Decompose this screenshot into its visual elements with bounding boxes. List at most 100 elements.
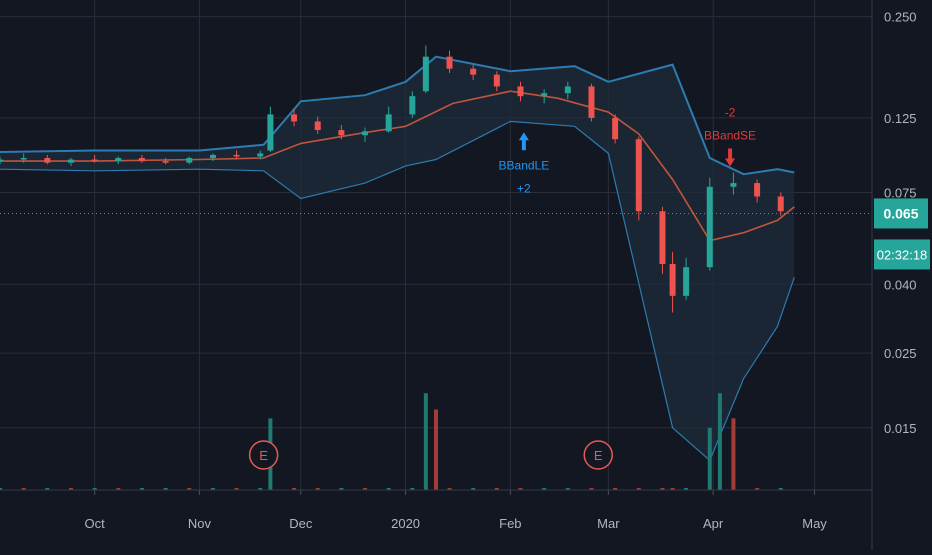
countdown-badge [874, 239, 930, 270]
volume-bar [92, 488, 97, 490]
last-price-label: 0.065 [883, 205, 918, 221]
sell-signal-name: BBandSE [704, 129, 756, 143]
volume-bar [315, 488, 320, 490]
x-tick-label: Feb [499, 516, 521, 531]
y-tick-label: 0.040 [884, 277, 917, 292]
volume-bar [410, 488, 415, 490]
volume-bar [670, 488, 675, 490]
candle-body [588, 86, 595, 118]
candle-body [257, 153, 264, 157]
y-tick-label: 0.015 [884, 421, 917, 436]
candle-body [67, 159, 74, 163]
last-price-line: 0.065 02:32:18 [0, 198, 930, 270]
volume-bar [717, 393, 722, 490]
candle-body [233, 154, 240, 157]
candle-body [422, 56, 429, 92]
volume-bar [613, 488, 618, 490]
candle-body [635, 139, 642, 212]
candle-body [20, 157, 27, 160]
candle-body [659, 211, 666, 264]
x-tick-label: Mar [597, 516, 620, 531]
x-tick-label: Dec [289, 516, 313, 531]
y-tick-label: 0.125 [884, 111, 917, 126]
last-price-badge [874, 198, 928, 229]
volume-bar [542, 488, 547, 490]
candle-body [291, 114, 298, 122]
axes: 0.250 0.125 0.075 0.040 0.025 0.015 Oct Nov Dec 2… [0, 0, 917, 550]
volume-bar [471, 488, 476, 490]
candle-body [669, 263, 676, 296]
volume-bar [68, 488, 73, 490]
volume-bar [363, 488, 368, 490]
bollinger-bands [0, 55, 795, 462]
candle-body [0, 159, 3, 162]
candle-body [162, 161, 169, 163]
volume-bar [386, 488, 391, 490]
volume-bar [434, 409, 438, 490]
candle-body [267, 114, 274, 151]
bollinger-lower-band [0, 120, 795, 462]
candle-body [91, 159, 98, 162]
volume-bar [187, 488, 192, 490]
volume-bar [518, 488, 523, 490]
sell-signal-qty: -2 [725, 106, 736, 120]
x-tick-label: May [802, 516, 827, 531]
volume-bar [292, 488, 297, 490]
volume-bar [258, 488, 263, 490]
sell-signal-arrow [725, 148, 736, 167]
candle-body [470, 68, 477, 75]
volume-bar [589, 488, 594, 490]
volume-bar [423, 393, 428, 490]
candle-body [314, 121, 321, 131]
volume-bar [684, 488, 689, 490]
y-tick-label: 0.075 [884, 186, 917, 201]
volume-bar [163, 488, 168, 490]
volume-bar [778, 488, 783, 490]
volume-bar [636, 488, 641, 490]
candle-body [186, 157, 193, 163]
candle-body [338, 130, 345, 136]
x-tick-label: Apr [703, 516, 724, 531]
candle-body [683, 267, 690, 296]
volume-bar [210, 488, 215, 490]
candle-body [409, 96, 416, 115]
volume-bar [494, 488, 499, 490]
volume-bar [660, 488, 665, 490]
candle-body [706, 186, 713, 268]
volume-bar [707, 427, 712, 490]
candle-body [777, 196, 784, 212]
volume-bar [21, 488, 26, 490]
bollinger-middle-band [0, 90, 795, 242]
buy-signal-arrow [518, 132, 529, 151]
volume-bar [447, 488, 452, 490]
volume-bar [0, 488, 2, 490]
bollinger-fill [0, 56, 795, 461]
candle-body [612, 117, 619, 140]
volume-bar [731, 418, 736, 490]
bollinger-upper-band [0, 55, 795, 176]
candle-body [385, 114, 392, 132]
candle-body [754, 183, 761, 197]
candle-body [493, 74, 500, 87]
candle-body [564, 86, 571, 94]
earnings-marker-label: E [594, 448, 603, 463]
candle-body [730, 183, 737, 187]
candle-body [138, 157, 145, 162]
buy-signal-name: BBandLE [499, 158, 550, 172]
candle-body [362, 131, 369, 136]
x-tick-label: Oct [85, 516, 106, 531]
candle-body [209, 154, 216, 158]
candle-body [115, 157, 122, 162]
buy-signal-qty: +2 [517, 181, 531, 195]
strategy-signals: BBandLE +2 BBandSE -2 [499, 106, 757, 196]
earnings-marker [248, 440, 279, 470]
volume-bar [755, 488, 760, 490]
volume-bar [139, 488, 144, 490]
volume-bar [565, 488, 570, 490]
volume-bar [45, 488, 50, 490]
candle-body [446, 56, 453, 69]
volume-bar [234, 488, 239, 490]
